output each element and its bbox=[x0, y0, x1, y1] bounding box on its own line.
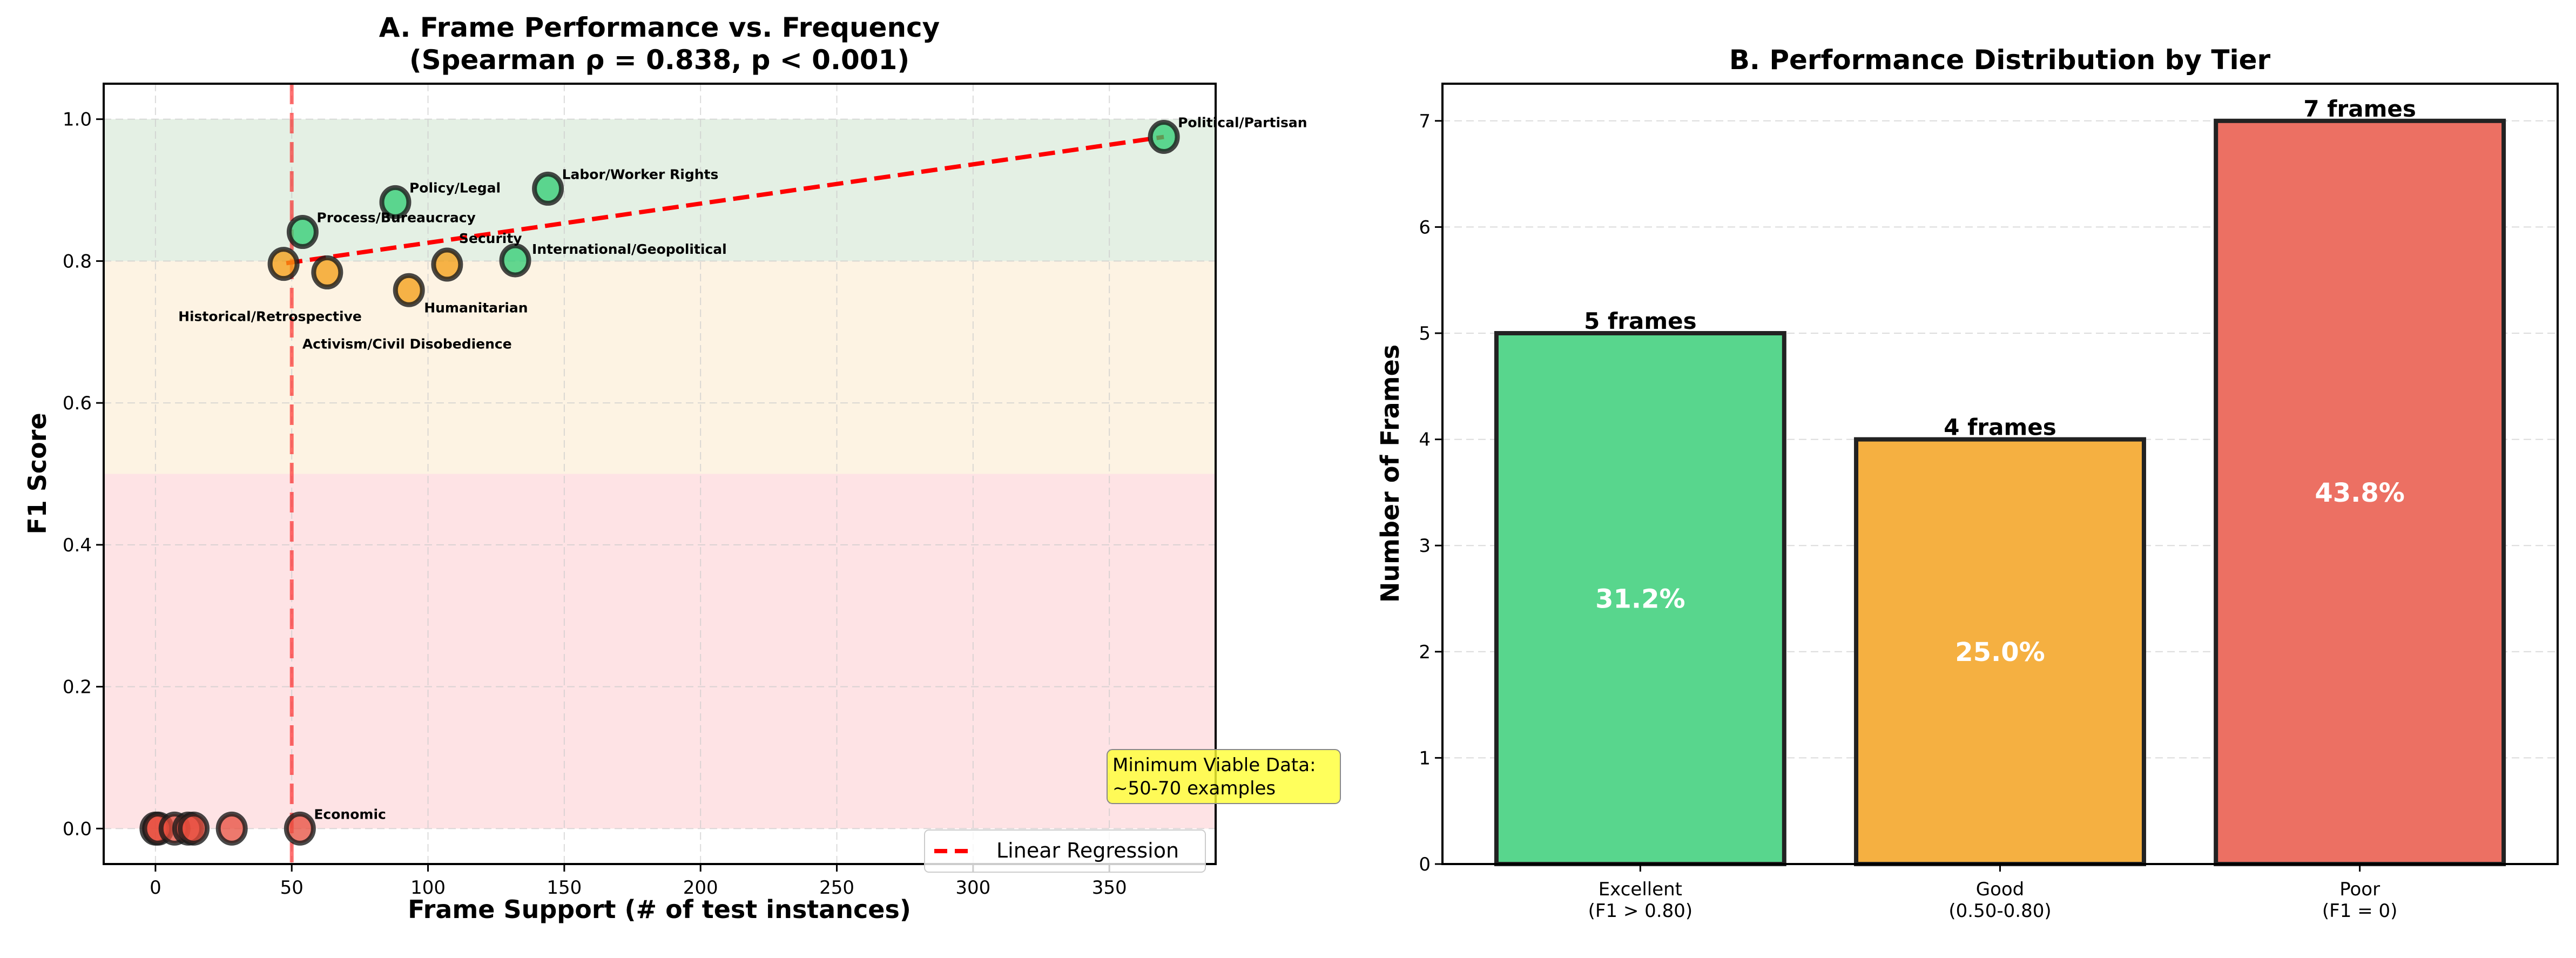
panel-a-scatter: A. Frame Performance vs. Frequency (Spea… bbox=[23, 12, 1341, 924]
bar-poor bbox=[2214, 118, 2506, 866]
category-label: Good bbox=[1976, 879, 2025, 900]
x-tick-label: 50 bbox=[280, 877, 304, 899]
point-label: Labor/Worker Rights bbox=[562, 166, 719, 182]
x-tick-label: 300 bbox=[955, 877, 990, 899]
bar-count-label: 4 frames bbox=[1944, 414, 2056, 441]
category-sublabel: (F1 > 0.80) bbox=[1588, 900, 1693, 922]
point-label: Economic bbox=[314, 806, 386, 822]
bar-count-label: 7 frames bbox=[2303, 96, 2416, 122]
point-label: Historical/Retrospective bbox=[178, 309, 362, 325]
y-tick-label: 3 bbox=[1419, 535, 1431, 557]
point-label: Humanitarian bbox=[424, 300, 528, 315]
bar-count-label: 5 frames bbox=[1584, 308, 1696, 334]
legend: Linear Regression bbox=[924, 829, 1206, 873]
annotation-box: Minimum Viable Data: ~50-70 examples bbox=[1107, 749, 1341, 804]
y-tick-label: 6 bbox=[1419, 217, 1431, 238]
category-sublabel: (0.50-0.80) bbox=[1948, 900, 2051, 922]
y-tick-label: 0.8 bbox=[63, 251, 92, 272]
bar-percent-label: 25.0% bbox=[1955, 637, 2045, 667]
point-label: Process/Bureaucracy bbox=[316, 210, 475, 226]
data-point-excellent bbox=[379, 185, 412, 219]
point-label: Security bbox=[459, 231, 522, 246]
panel-b-title: B. Performance Distribution by Tier bbox=[1729, 44, 2271, 76]
panel-a-xlabel: Frame Support (# of test instances) bbox=[408, 895, 911, 924]
x-tick-label: 100 bbox=[410, 877, 446, 899]
y-tick-label: 5 bbox=[1419, 323, 1431, 345]
y-tick-label: 0.4 bbox=[63, 535, 92, 556]
y-tick-label: 0.0 bbox=[63, 818, 92, 840]
y-tick-label: 0.6 bbox=[63, 393, 92, 414]
point-label: Political/Partisan bbox=[1178, 115, 1307, 131]
bar-good bbox=[1854, 437, 2146, 866]
data-point-poor bbox=[215, 811, 248, 846]
point-label: Policy/Legal bbox=[409, 180, 501, 195]
panel-a-title-line1: A. Frame Performance vs. Frequency bbox=[379, 12, 940, 43]
category-sublabel: (F1 = 0) bbox=[2322, 900, 2397, 922]
regression-line bbox=[286, 134, 1164, 266]
y-tick-label: 0 bbox=[1419, 854, 1431, 875]
data-point-good bbox=[267, 247, 300, 281]
performance-band-1 bbox=[104, 261, 1216, 474]
point-label: International/Geopolitical bbox=[532, 241, 727, 257]
annotation-line2: ~50-70 examples bbox=[1112, 778, 1276, 799]
data-point-good bbox=[393, 273, 425, 307]
panel-b-ylabel: Number of Frames bbox=[1375, 345, 1405, 603]
data-point-excellent bbox=[532, 171, 564, 206]
data-point-good bbox=[431, 247, 463, 282]
y-tick-label: 0.2 bbox=[63, 677, 92, 698]
panel-b-frame bbox=[1441, 83, 2559, 865]
bar-percent-label: 43.8% bbox=[2315, 478, 2405, 508]
bar-excellent bbox=[1494, 331, 1786, 866]
bar-percent-label: 31.2% bbox=[1595, 584, 1685, 615]
category-label: Poor bbox=[2339, 879, 2380, 900]
x-tick-label: 350 bbox=[1092, 877, 1127, 899]
legend-label: Linear Regression bbox=[996, 839, 1179, 862]
x-tick-label: 150 bbox=[547, 877, 582, 899]
panel-a-frame bbox=[103, 83, 1217, 865]
panel-a-ylabel: F1 Score bbox=[23, 413, 52, 534]
data-point-poor bbox=[284, 811, 316, 846]
data-point-good bbox=[311, 255, 343, 289]
x-tick-label: 0 bbox=[150, 877, 161, 899]
point-label: Activism/Civil Disobedience bbox=[302, 336, 512, 352]
x-tick-label: 200 bbox=[683, 877, 718, 899]
y-tick-label: 1 bbox=[1419, 747, 1431, 769]
data-point-excellent bbox=[286, 215, 319, 249]
category-label: Excellent bbox=[1599, 879, 1682, 900]
y-tick-label: 2 bbox=[1419, 642, 1431, 663]
panel-b-bar: B. Performance Distribution by Tier 0 1 2 3… bbox=[1375, 44, 2559, 922]
annotation-line1: Minimum Viable Data: bbox=[1112, 754, 1316, 776]
y-tick-label: 4 bbox=[1419, 429, 1431, 451]
data-point-excellent bbox=[1148, 120, 1180, 154]
performance-band-2 bbox=[104, 474, 1216, 829]
y-tick-label: 7 bbox=[1419, 111, 1431, 132]
x-tick-label: 250 bbox=[819, 877, 854, 899]
y-tick-label: 1.0 bbox=[63, 109, 92, 131]
panel-a-title-line2: (Spearman ρ = 0.838, p < 0.001) bbox=[409, 44, 909, 76]
performance-band-0 bbox=[104, 119, 1216, 261]
data-point-poor bbox=[178, 811, 210, 846]
data-point-excellent bbox=[499, 243, 531, 278]
